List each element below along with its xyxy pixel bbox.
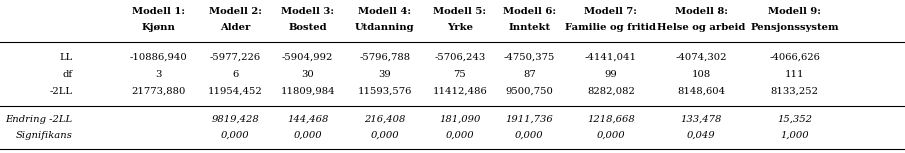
- Text: Familie og fritid: Familie og fritid: [566, 24, 656, 32]
- Text: 87: 87: [523, 69, 536, 78]
- Text: -5706,243: -5706,243: [434, 52, 485, 62]
- Text: 8282,082: 8282,082: [587, 86, 634, 95]
- Text: 0,000: 0,000: [596, 131, 625, 140]
- Text: Inntekt: Inntekt: [509, 24, 550, 32]
- Text: 0,000: 0,000: [370, 131, 399, 140]
- Text: 75: 75: [453, 69, 466, 78]
- Text: 11593,576: 11593,576: [357, 86, 412, 95]
- Text: Modell 1:: Modell 1:: [132, 6, 185, 15]
- Text: 9500,750: 9500,750: [506, 86, 553, 95]
- Text: -2LL: -2LL: [50, 86, 72, 95]
- Text: 39: 39: [378, 69, 391, 78]
- Text: -4750,375: -4750,375: [504, 52, 555, 62]
- Text: 30: 30: [301, 69, 314, 78]
- Text: 9819,428: 9819,428: [212, 114, 259, 123]
- Text: Yrke: Yrke: [447, 24, 472, 32]
- Text: Modell 8:: Modell 8:: [675, 6, 728, 15]
- Text: 111: 111: [785, 69, 805, 78]
- Text: 108: 108: [691, 69, 711, 78]
- Text: 0,000: 0,000: [221, 131, 250, 140]
- Text: Modell 3:: Modell 3:: [281, 6, 334, 15]
- Text: -10886,940: -10886,940: [129, 52, 187, 62]
- Text: Alder: Alder: [220, 24, 251, 32]
- Text: Bosted: Bosted: [289, 24, 327, 32]
- Text: Modell 5:: Modell 5:: [433, 6, 486, 15]
- Text: Endring -2LL: Endring -2LL: [5, 114, 72, 123]
- Text: -4141,041: -4141,041: [585, 52, 637, 62]
- Text: -5796,788: -5796,788: [359, 52, 410, 62]
- Text: -5904,992: -5904,992: [282, 52, 333, 62]
- Text: df: df: [62, 69, 72, 78]
- Text: 0,000: 0,000: [515, 131, 544, 140]
- Text: 216,408: 216,408: [364, 114, 405, 123]
- Text: 11954,452: 11954,452: [208, 86, 262, 95]
- Text: 21773,880: 21773,880: [131, 86, 186, 95]
- Text: 3: 3: [155, 69, 162, 78]
- Text: 1911,736: 1911,736: [506, 114, 553, 123]
- Text: 11412,486: 11412,486: [433, 86, 487, 95]
- Text: Kjønn: Kjønn: [141, 24, 176, 32]
- Text: Pensjonssystem: Pensjonssystem: [750, 24, 839, 32]
- Text: 8133,252: 8133,252: [770, 86, 819, 95]
- Text: 133,478: 133,478: [681, 114, 722, 123]
- Text: 1218,668: 1218,668: [587, 114, 634, 123]
- Text: 99: 99: [605, 69, 617, 78]
- Text: Modell 7:: Modell 7:: [585, 6, 637, 15]
- Text: Modell 2:: Modell 2:: [209, 6, 262, 15]
- Text: 0,000: 0,000: [293, 131, 322, 140]
- Text: Utdanning: Utdanning: [355, 24, 414, 32]
- Text: Modell 4:: Modell 4:: [358, 6, 411, 15]
- Text: 11809,984: 11809,984: [281, 86, 335, 95]
- Text: 0,000: 0,000: [445, 131, 474, 140]
- Text: 15,352: 15,352: [777, 114, 812, 123]
- Text: Modell 6:: Modell 6:: [503, 6, 556, 15]
- Text: -4066,626: -4066,626: [769, 52, 820, 62]
- Text: 1,000: 1,000: [780, 131, 809, 140]
- Text: Modell 9:: Modell 9:: [768, 6, 821, 15]
- Text: 144,468: 144,468: [287, 114, 329, 123]
- Text: -4074,302: -4074,302: [676, 52, 727, 62]
- Text: 181,090: 181,090: [439, 114, 481, 123]
- Text: Helse og arbeid: Helse og arbeid: [657, 24, 746, 32]
- Text: 8148,604: 8148,604: [677, 86, 726, 95]
- Text: 0,049: 0,049: [687, 131, 716, 140]
- Text: 6: 6: [233, 69, 238, 78]
- Text: LL: LL: [59, 52, 72, 62]
- Text: Signifikans: Signifikans: [15, 131, 72, 140]
- Text: -5977,226: -5977,226: [210, 52, 261, 62]
